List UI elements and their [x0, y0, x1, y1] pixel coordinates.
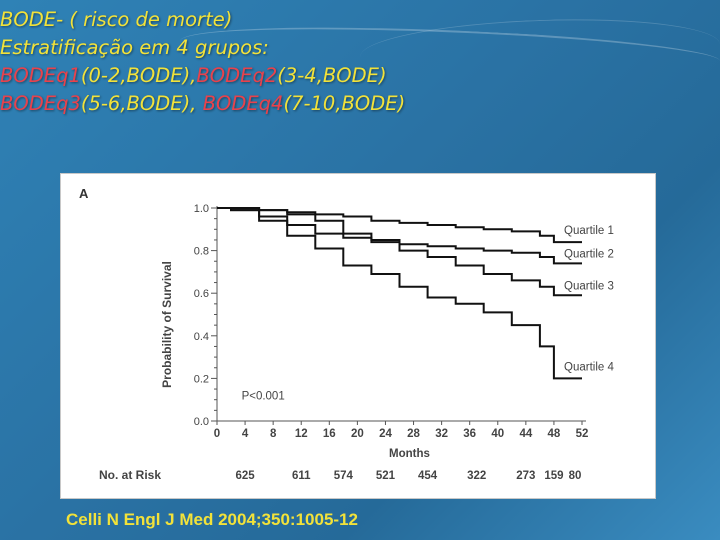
- at-risk-value: 625: [235, 470, 255, 482]
- x-tick-label: 48: [548, 428, 561, 440]
- group-q3-range: (5-6,BODE),: [80, 92, 203, 115]
- survival-chart-figure: A 0.0 0.2 0.4 0.6 0.8 1.0 0 4 8 12 16 20 24 28 32 36 40 44…: [60, 173, 656, 499]
- y-tick-label: 1.0: [194, 203, 209, 215]
- x-tick-label: 24: [379, 428, 392, 440]
- header-line-1: BODE- ( risco de morte): [0, 6, 720, 34]
- survival-curve-quartile-1: [217, 207, 582, 244]
- at-risk-label: No. at Risk: [99, 468, 161, 482]
- x-tick-label: 40: [491, 428, 504, 440]
- survival-curve-quartile-3: [217, 207, 582, 297]
- group-q2-range: (3-4,BODE): [277, 64, 387, 87]
- x-tick-label: 36: [463, 428, 476, 440]
- group-q4-range: (7-10,BODE): [283, 92, 406, 115]
- y-tick-label: 0.4: [194, 331, 209, 343]
- x-tick-label: 16: [323, 428, 336, 440]
- x-tick-label: 20: [351, 428, 364, 440]
- series-label-quartile-3: Quartile 3: [564, 280, 614, 292]
- x-tick-label: 4: [242, 428, 249, 440]
- y-axis-label: Probability of Survival: [160, 261, 174, 388]
- x-tick-label: 8: [270, 428, 277, 440]
- group-q1-range: (0-2,BODE),: [80, 64, 197, 87]
- citation: Celli N Engl J Med 2004;350:1005-12: [66, 510, 358, 529]
- at-risk-value: 80: [569, 470, 582, 482]
- at-risk-value: 574: [334, 470, 354, 482]
- series-label-quartile-4: Quartile 4: [564, 361, 614, 373]
- x-tick-label: 44: [519, 428, 532, 440]
- x-tick-label: 32: [435, 428, 448, 440]
- header-line-4: BODEq3(5-6,BODE), BODEq4(7-10,BODE): [0, 90, 720, 118]
- x-tick-label: 12: [295, 428, 308, 440]
- slide-header: BODE- ( risco de morte) Estratificação e…: [0, 6, 720, 118]
- header-line-3: BODEq1(0-2,BODE),BODEq2(3-4,BODE): [0, 62, 720, 90]
- header-line-2: Estratificação em 4 grupos:: [0, 34, 720, 62]
- at-risk-value: 322: [467, 470, 486, 482]
- x-tick-label: 52: [576, 428, 589, 440]
- x-axis-label: Months: [389, 448, 430, 460]
- group-q3-label: BODEq3: [0, 92, 81, 115]
- x-tick-label: 28: [407, 428, 420, 440]
- at-risk-value: 611: [292, 470, 311, 482]
- group-q2-label: BODEq2: [196, 64, 278, 87]
- header-subtitle: Estratificação em 4 grupos:: [0, 36, 269, 59]
- x-tick-label: 0: [214, 428, 220, 440]
- at-risk-value: 159: [544, 470, 563, 482]
- header-title: BODE- ( risco de morte): [0, 8, 233, 31]
- group-q4-label: BODEq4: [202, 92, 284, 115]
- y-tick-label: 0.8: [194, 246, 209, 258]
- group-q1-label: BODEq1: [0, 64, 81, 87]
- p-value-annotation: P<0.001: [242, 391, 285, 403]
- at-risk-value: 454: [418, 470, 438, 482]
- panel-label: A: [79, 186, 89, 201]
- survival-chart: A0.00.20.40.60.81.00 4 8 12 16 20 24 28 32 36 40 44…: [79, 186, 614, 482]
- y-tick-label: 0.0: [194, 416, 209, 428]
- series-label-quartile-1: Quartile 1: [564, 225, 614, 237]
- at-risk-value: 273: [516, 470, 535, 482]
- series-label-quartile-2: Quartile 2: [564, 248, 614, 260]
- survival-curve-quartile-4: [217, 207, 582, 380]
- y-tick-label: 0.6: [194, 288, 209, 300]
- at-risk-value: 521: [376, 470, 396, 482]
- y-tick-label: 0.2: [194, 373, 209, 385]
